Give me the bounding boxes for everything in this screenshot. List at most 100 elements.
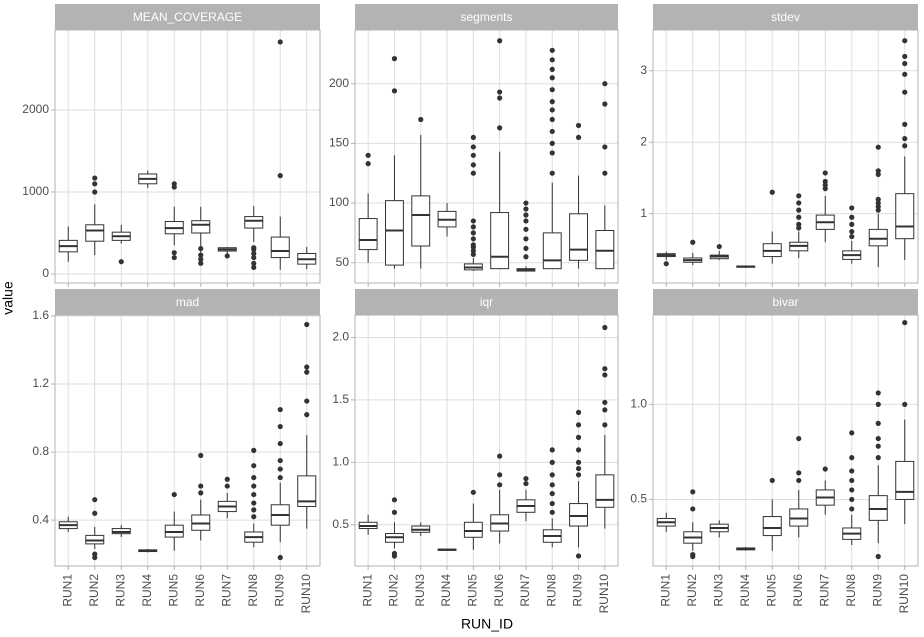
outlier <box>902 401 908 407</box>
outlier <box>277 466 283 472</box>
outlier <box>251 507 257 513</box>
outlier <box>849 487 855 493</box>
outlier <box>549 66 555 72</box>
outlier <box>277 474 283 481</box>
outlier <box>251 245 257 251</box>
x-tick-label: RUN8 <box>844 574 858 607</box>
box-group <box>385 56 404 269</box>
y-tick-label: 2 <box>640 134 647 148</box>
x-tick-label: RUN7 <box>219 574 233 607</box>
outlier <box>470 242 476 248</box>
outlier <box>575 409 582 416</box>
outlier <box>575 447 582 453</box>
outlier <box>549 75 555 81</box>
outlier <box>796 200 802 206</box>
outlier <box>198 483 204 489</box>
box-group <box>815 170 835 243</box>
outlier <box>849 506 855 512</box>
x-tick-label: RUN6 <box>492 574 506 607</box>
outlier <box>575 134 582 141</box>
panel-border <box>652 314 919 567</box>
outlier <box>497 95 503 101</box>
box-group <box>297 321 317 529</box>
box-group <box>164 491 184 551</box>
outlier <box>549 482 555 488</box>
outlier <box>849 455 855 461</box>
y-tick-label: 0.5 <box>332 517 349 531</box>
box <box>542 232 562 270</box>
outlier <box>902 136 908 142</box>
box-group <box>58 226 78 262</box>
outlier <box>602 422 608 428</box>
outlier <box>902 89 908 95</box>
outlier <box>365 152 371 158</box>
x-tick-label: RUN10 <box>597 574 611 614</box>
outlier <box>716 243 722 250</box>
box-group <box>842 430 862 546</box>
box-group <box>789 193 809 258</box>
outlier <box>277 554 283 561</box>
outlier <box>391 497 398 503</box>
box <box>191 220 211 234</box>
strip <box>355 289 618 315</box>
outlier <box>575 434 582 440</box>
outlier <box>602 170 608 176</box>
box-group <box>191 206 211 266</box>
outlier <box>549 87 555 93</box>
outlier <box>875 196 881 202</box>
x-tick-label: RUN3 <box>113 574 127 607</box>
x-tick-label: RUN1 <box>658 574 672 607</box>
box-group <box>164 181 184 261</box>
outlier <box>602 81 608 87</box>
box <box>595 229 615 270</box>
outlier <box>224 476 230 482</box>
outlier <box>470 251 476 257</box>
box-group <box>270 39 290 270</box>
outlier <box>769 477 775 484</box>
outlier <box>523 245 529 251</box>
panel-background <box>653 315 918 566</box>
box-group <box>595 324 615 529</box>
y-tick-label: 100 <box>329 195 349 209</box>
box <box>569 213 588 261</box>
box <box>385 200 404 266</box>
outlier <box>575 459 582 465</box>
x-tick-label: RUN6 <box>193 574 207 607</box>
x-tick-label: RUN4 <box>439 574 453 607</box>
box-group <box>868 144 888 268</box>
box <box>297 475 317 507</box>
box-group <box>111 224 131 265</box>
outlier <box>470 218 476 224</box>
outlier <box>549 170 555 176</box>
outlier <box>849 221 855 227</box>
box-group <box>85 497 105 561</box>
box-group <box>762 477 782 551</box>
outlier <box>602 101 608 107</box>
outlier <box>171 491 177 498</box>
box-group <box>217 476 237 519</box>
box-group <box>358 514 378 535</box>
outlier <box>602 372 608 378</box>
y-tick-label: 1000 <box>22 184 49 198</box>
outlier <box>277 440 283 447</box>
x-tick-label: RUN8 <box>544 574 558 607</box>
outlier <box>277 457 283 464</box>
box-group <box>656 251 676 267</box>
x-tick-label: RUN1 <box>360 574 374 607</box>
y-tick-label: 2000 <box>22 102 49 116</box>
box-group <box>683 489 703 560</box>
outlier <box>198 260 204 266</box>
box-group <box>542 447 562 548</box>
outlier <box>92 175 98 181</box>
strip-label: iqr <box>480 295 493 309</box>
y-tick-label: 1.0 <box>332 455 349 469</box>
outlier <box>171 254 177 261</box>
box-group <box>244 205 264 271</box>
box-group <box>736 265 756 268</box>
box <box>270 236 290 259</box>
outlier <box>470 152 476 158</box>
outlier <box>575 465 582 472</box>
strip-label: bivar <box>772 295 798 309</box>
panel-border <box>652 29 919 284</box>
outlier <box>849 233 855 240</box>
